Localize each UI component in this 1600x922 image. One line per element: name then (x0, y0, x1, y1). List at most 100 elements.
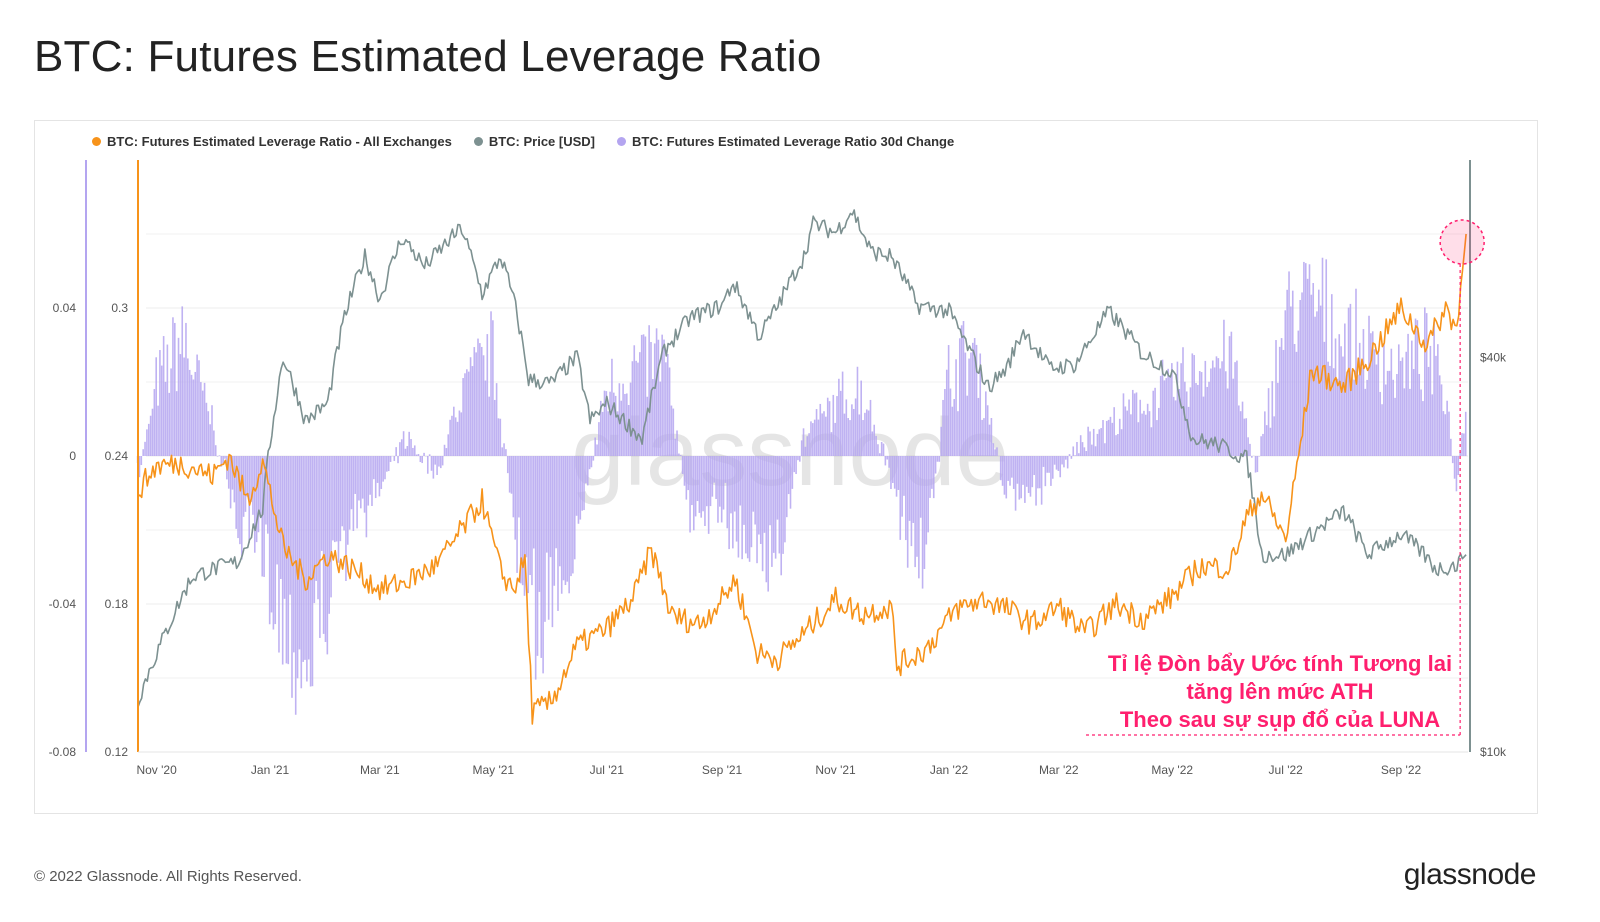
legend-item-leverage[interactable]: BTC: Futures Estimated Leverage Ratio - … (92, 134, 452, 149)
change-bar (858, 414, 861, 456)
change-bar (679, 455, 682, 456)
change-bar (1105, 420, 1108, 456)
change-bar (1011, 456, 1013, 478)
change-bar (1364, 388, 1367, 456)
change-bar (1412, 369, 1415, 456)
change-bar (594, 437, 596, 456)
change-bar (864, 412, 866, 456)
y-inner-tick-label: 0.18 (105, 597, 129, 611)
change-bar (503, 443, 505, 456)
change-bar (603, 390, 606, 456)
change-bar (1035, 456, 1037, 506)
change-bar (272, 456, 275, 630)
change-bar (655, 328, 658, 456)
change-bar (1327, 361, 1329, 456)
change-bar (1446, 400, 1448, 456)
change-bar (280, 456, 282, 580)
change-bar (185, 322, 187, 456)
change-bar (1148, 411, 1151, 456)
change-bar (1050, 456, 1052, 486)
change-bar (1172, 396, 1175, 456)
change-bar (754, 456, 756, 525)
change-bar (1009, 456, 1011, 486)
change-bar (689, 456, 691, 533)
x-tick-label: Sep '22 (1381, 763, 1422, 777)
change-bar (330, 456, 332, 598)
change-bar (860, 380, 862, 456)
change-bar (977, 397, 980, 456)
change-bar (1405, 351, 1408, 456)
change-bar (1104, 443, 1106, 456)
change-bar (968, 358, 970, 456)
change-bar (443, 444, 446, 456)
change-bar (672, 408, 675, 456)
annotation-line-3: Theo sau sự sụp đổ của LUNA (1119, 707, 1441, 732)
change-bar (562, 456, 565, 581)
change-bar (267, 456, 269, 534)
change-bar (493, 399, 496, 456)
change-bar (508, 456, 511, 493)
change-bar (629, 382, 632, 456)
change-bar (209, 424, 211, 456)
change-bar (428, 454, 431, 456)
change-bar (685, 456, 688, 500)
change-bar (626, 393, 628, 456)
change-bar (454, 417, 457, 456)
change-bar (884, 456, 887, 466)
change-bar (996, 447, 998, 456)
change-bar (462, 378, 464, 456)
change-bar (951, 406, 954, 456)
y-outer-tick-label: 0 (69, 449, 76, 463)
change-bar (1463, 433, 1465, 456)
change-bar (352, 456, 355, 531)
change-bar (337, 456, 340, 563)
change-bar (908, 456, 911, 521)
axes (85, 160, 1471, 753)
chart-legend: BTC: Futures Estimated Leverage Ratio - … (92, 134, 954, 149)
change-bar (793, 456, 796, 473)
change-bar (505, 449, 507, 456)
legend-swatch-leverage (92, 137, 101, 146)
change-bar (741, 456, 743, 560)
change-bar (1353, 379, 1355, 456)
change-bar (746, 456, 749, 559)
change-bar (1025, 456, 1028, 487)
change-bar (547, 456, 550, 620)
change-bar (1370, 333, 1372, 456)
change-bar (1407, 333, 1409, 456)
change-bar (1210, 368, 1212, 456)
change-bar (1345, 375, 1348, 456)
change-bar (298, 456, 301, 650)
change-bar (361, 456, 364, 499)
change-bar (949, 388, 952, 456)
change-bar (1379, 391, 1381, 456)
change-bar (1202, 396, 1205, 456)
change-bar (670, 405, 673, 456)
y-right-tick-label: $10k (1480, 745, 1507, 759)
change-bar (1388, 370, 1391, 456)
change-bar (895, 456, 898, 497)
change-bar (1001, 456, 1004, 486)
change-bar (659, 381, 662, 456)
change-bar (583, 456, 585, 511)
x-tick-label: Mar '22 (1039, 763, 1079, 777)
change-bar (1256, 456, 1259, 473)
change-bar (1464, 411, 1467, 456)
change-bar (475, 352, 477, 456)
change-bar (434, 456, 437, 465)
change-bar (445, 448, 448, 456)
change-bar (1420, 389, 1422, 456)
change-bar (1390, 348, 1393, 456)
legend-item-price[interactable]: BTC: Price [USD] (473, 134, 595, 149)
change-bar (776, 456, 779, 520)
change-bar (1273, 416, 1275, 456)
change-bar (1115, 435, 1117, 456)
change-bar (1284, 310, 1287, 456)
change-bar (406, 446, 409, 456)
change-bar (1126, 410, 1128, 456)
change-bar (869, 399, 872, 456)
change-bar (147, 423, 150, 456)
legend-item-change[interactable]: BTC: Futures Estimated Leverage Ratio 30… (617, 134, 954, 149)
change-bar (877, 444, 879, 456)
change-bar (311, 456, 314, 687)
